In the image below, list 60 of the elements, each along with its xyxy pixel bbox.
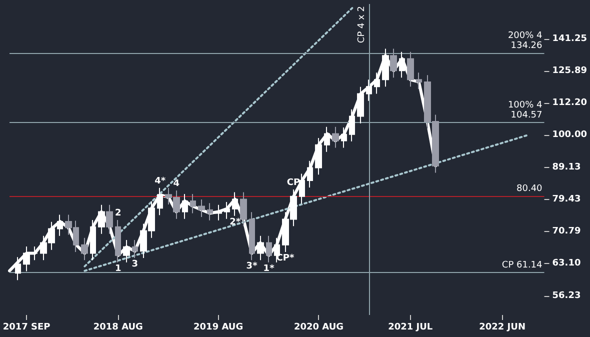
candlestick xyxy=(182,193,188,220)
ref-line-label: 80.40 xyxy=(516,184,543,194)
candlestick xyxy=(416,72,422,90)
candlestick xyxy=(32,246,38,261)
annotation: 4* xyxy=(154,176,166,186)
annotation: 1 xyxy=(115,264,122,274)
x-tick-label: 2022 JUN xyxy=(479,322,526,332)
annotation: 2 xyxy=(115,208,122,218)
y-tick-label: 141.25 xyxy=(552,34,588,44)
y-tick-label: 112.20 xyxy=(552,98,588,108)
annotation: 3* xyxy=(246,262,258,272)
candlestick xyxy=(57,214,63,236)
candlestick xyxy=(266,235,272,263)
candlestick xyxy=(123,239,130,263)
annotation: 2* xyxy=(230,217,241,228)
candlestick xyxy=(81,237,88,261)
candlestick xyxy=(366,79,372,102)
ref-line-label: CP 61.14 xyxy=(502,260,543,270)
candlestick xyxy=(215,204,222,221)
candlestick xyxy=(324,126,330,152)
y-tick-label: 125.89 xyxy=(552,66,588,76)
y-tick-label: 63.10 xyxy=(552,258,581,269)
annotation: 3 xyxy=(132,259,138,270)
candlestick xyxy=(198,199,205,218)
annotation: 1* xyxy=(263,264,275,274)
candlestick xyxy=(240,192,247,227)
candlestick xyxy=(341,126,347,148)
candlestick xyxy=(157,187,163,216)
y-tick-label: 70.79 xyxy=(552,226,581,237)
candlestick xyxy=(190,193,196,214)
candlestick xyxy=(90,219,96,261)
x-tick-label: 2020 AUG xyxy=(294,322,344,332)
x-tick-label: 2019 AUG xyxy=(194,322,244,332)
candlestick xyxy=(349,108,355,142)
x-tick-label: 2018 AUG xyxy=(93,322,143,332)
candlestick xyxy=(106,204,113,234)
candlestick xyxy=(98,204,105,234)
candlestick xyxy=(207,202,213,221)
candlestick xyxy=(257,235,264,261)
candlestick xyxy=(224,202,230,220)
candlestick xyxy=(332,126,339,148)
candlestick xyxy=(374,72,380,94)
annotation: 4 xyxy=(173,179,180,190)
candlestick xyxy=(232,192,238,216)
y-tick-label: 100.00 xyxy=(552,130,588,140)
y-tick-label: 89.13 xyxy=(552,162,581,172)
ref-line-label: CP 4 x 2 xyxy=(357,6,368,44)
ref-line-label: 200% 4 134.26 xyxy=(508,30,543,51)
candlestick xyxy=(299,173,305,204)
candlestick xyxy=(357,86,364,124)
x-tick-label: 2021 JUL xyxy=(388,322,433,332)
candlestick xyxy=(307,160,313,188)
candlestick xyxy=(249,212,255,261)
candlestick xyxy=(315,137,322,176)
ref-line-label: 100% 4 104.57 xyxy=(508,100,543,121)
candlestick xyxy=(132,239,138,258)
y-tick-label: 56.23 xyxy=(552,290,581,301)
x-tick-label: 2017 SEP xyxy=(2,322,51,332)
candlestick xyxy=(115,219,121,263)
y-tick-label: 79.43 xyxy=(552,194,581,204)
